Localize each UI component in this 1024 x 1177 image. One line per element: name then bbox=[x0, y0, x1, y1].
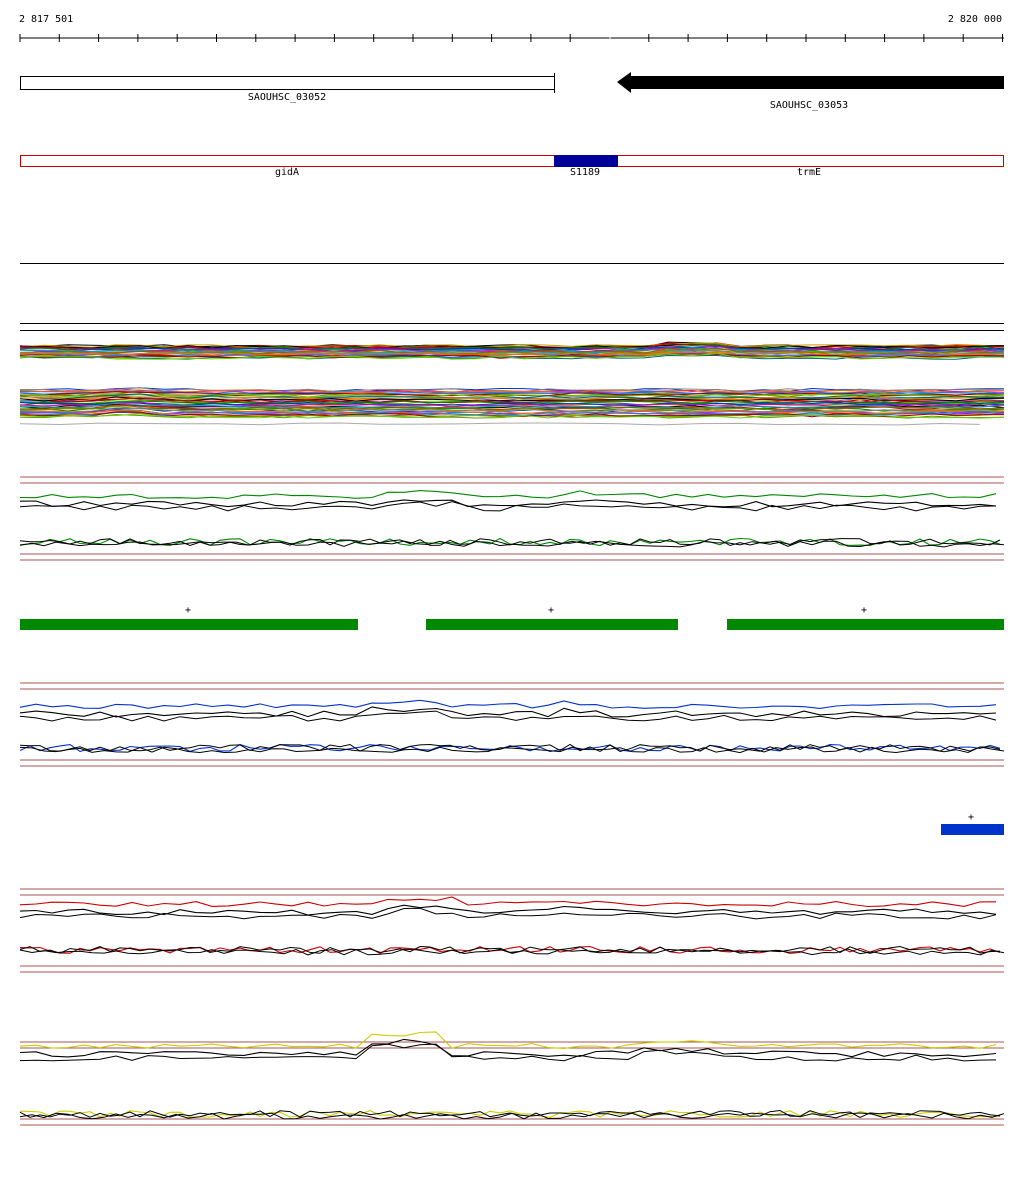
trace-line bbox=[19, 1112, 1005, 1120]
trace-line bbox=[19, 389, 1005, 394]
green-expression-panel bbox=[19, 476, 1005, 561]
trace-line bbox=[19, 396, 1005, 401]
trace-line bbox=[19, 403, 1005, 409]
trace-line bbox=[19, 342, 1005, 348]
trace-line bbox=[19, 706, 997, 718]
trace-line bbox=[19, 407, 1005, 413]
trace-line bbox=[19, 352, 1005, 360]
green-block-1-strand: + bbox=[184, 605, 192, 616]
multi-sample-traces bbox=[19, 341, 1005, 426]
blue-block-strand: + bbox=[967, 812, 975, 823]
trace-line bbox=[19, 540, 1005, 548]
trace-line bbox=[19, 1110, 1001, 1118]
trace-line bbox=[19, 405, 1005, 412]
trace-line bbox=[19, 401, 1005, 407]
trace-line bbox=[19, 393, 1005, 399]
yellow-expression-panel bbox=[19, 1031, 1005, 1126]
gene-label-left[interactable]: SAOUHSC_03052 bbox=[247, 92, 327, 103]
trace-line bbox=[19, 945, 1001, 955]
trace-line bbox=[19, 397, 1005, 404]
region-highlight-S1189[interactable] bbox=[554, 155, 618, 167]
gene-box-left[interactable] bbox=[20, 76, 555, 90]
trace-line bbox=[19, 422, 981, 426]
trace-line bbox=[19, 537, 1001, 547]
trace-line bbox=[19, 1038, 997, 1058]
trace-line bbox=[19, 699, 997, 709]
ruler-start-label: 2 817 501 bbox=[19, 14, 74, 25]
trace-line bbox=[19, 404, 1005, 411]
region-bar bbox=[20, 155, 1004, 167]
trace-line bbox=[19, 387, 1004, 393]
trace-line bbox=[19, 948, 1005, 956]
gene-label-right[interactable]: SAOUHSC_03053 bbox=[769, 100, 849, 111]
blue-block[interactable] bbox=[941, 824, 1004, 835]
blue-expression-panel bbox=[19, 682, 1005, 767]
region-label-trmE[interactable]: trmE bbox=[796, 167, 822, 178]
trace-line bbox=[19, 746, 1005, 754]
region-label-gidA[interactable]: gidA bbox=[274, 167, 300, 178]
region-label-S1189[interactable]: S1189 bbox=[569, 167, 601, 178]
green-block-2-strand: + bbox=[547, 605, 555, 616]
ruler-end-label: 2 820 000 bbox=[947, 14, 1002, 25]
trace-line bbox=[19, 710, 997, 722]
trace-line bbox=[19, 393, 1005, 398]
red-expression-panel bbox=[19, 888, 1005, 973]
trace-line bbox=[19, 1043, 997, 1062]
coordinate-ruler bbox=[19, 34, 1004, 42]
trace-line bbox=[19, 390, 1005, 397]
trace-line bbox=[19, 1109, 1001, 1118]
trace-line bbox=[19, 896, 997, 908]
trace-line bbox=[19, 353, 1005, 358]
green-block-1[interactable] bbox=[20, 619, 358, 630]
green-block-2[interactable] bbox=[426, 619, 678, 630]
trace-line bbox=[19, 1031, 997, 1049]
trace-line bbox=[19, 349, 1005, 356]
trace-line bbox=[19, 743, 1001, 753]
trace-line bbox=[19, 411, 1005, 416]
gene-arrow-right[interactable] bbox=[617, 72, 1004, 93]
trace-line bbox=[19, 904, 997, 916]
green-block-3-strand: + bbox=[860, 605, 868, 616]
trace-line bbox=[19, 490, 997, 500]
trace-line bbox=[19, 501, 997, 512]
trace-line bbox=[19, 907, 997, 920]
trace-line bbox=[19, 402, 1005, 409]
green-block-3[interactable] bbox=[727, 619, 1004, 630]
trace-line bbox=[19, 413, 1005, 419]
